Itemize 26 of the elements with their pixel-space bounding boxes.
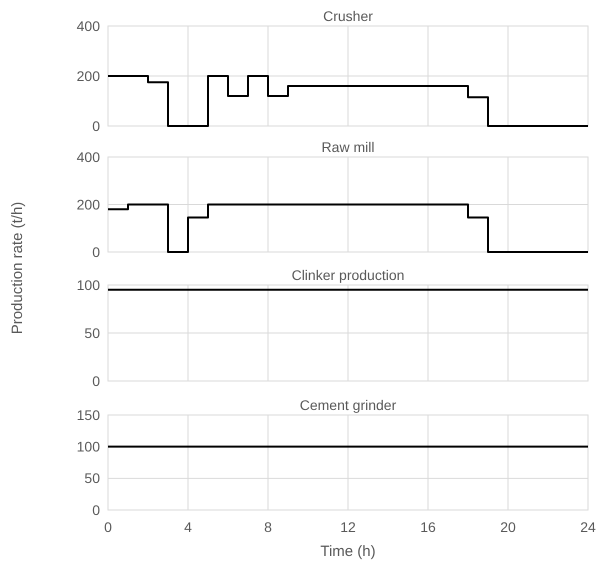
y-tick-label: 100 bbox=[76, 276, 100, 293]
x-tick-label: 24 bbox=[580, 519, 596, 535]
y-tick-label: 50 bbox=[84, 324, 100, 341]
y-tick-label: 0 bbox=[92, 502, 100, 518]
chart-title: Cement grinder bbox=[300, 397, 397, 413]
chart-title: Raw mill bbox=[322, 139, 374, 155]
chart-title: Crusher bbox=[323, 8, 374, 24]
x-axis-title: Time (h) bbox=[320, 543, 376, 560]
y-tick-label: 0 bbox=[92, 118, 100, 134]
y-tick-label: 0 bbox=[92, 372, 100, 389]
y-tick-label: 100 bbox=[76, 438, 100, 455]
y-tick-label: 200 bbox=[76, 68, 100, 84]
y-tick-label: 50 bbox=[84, 470, 100, 486]
y-tick-label: 0 bbox=[92, 244, 100, 260]
x-tick-label: 8 bbox=[264, 519, 272, 535]
chart-title: Clinker production bbox=[292, 267, 404, 283]
x-tick-label: 4 bbox=[184, 519, 192, 535]
x-tick-label: 16 bbox=[420, 519, 436, 535]
x-tick-label: 0 bbox=[104, 519, 112, 535]
y-tick-label: 400 bbox=[76, 148, 100, 165]
x-tick-label: 20 bbox=[500, 519, 516, 535]
y-axis-title: Production rate (t/h) bbox=[9, 202, 26, 334]
x-tick-label: 12 bbox=[340, 519, 356, 535]
y-tick-label: 400 bbox=[76, 18, 100, 34]
y-tick-label: 150 bbox=[76, 406, 100, 423]
y-tick-label: 200 bbox=[76, 196, 100, 212]
